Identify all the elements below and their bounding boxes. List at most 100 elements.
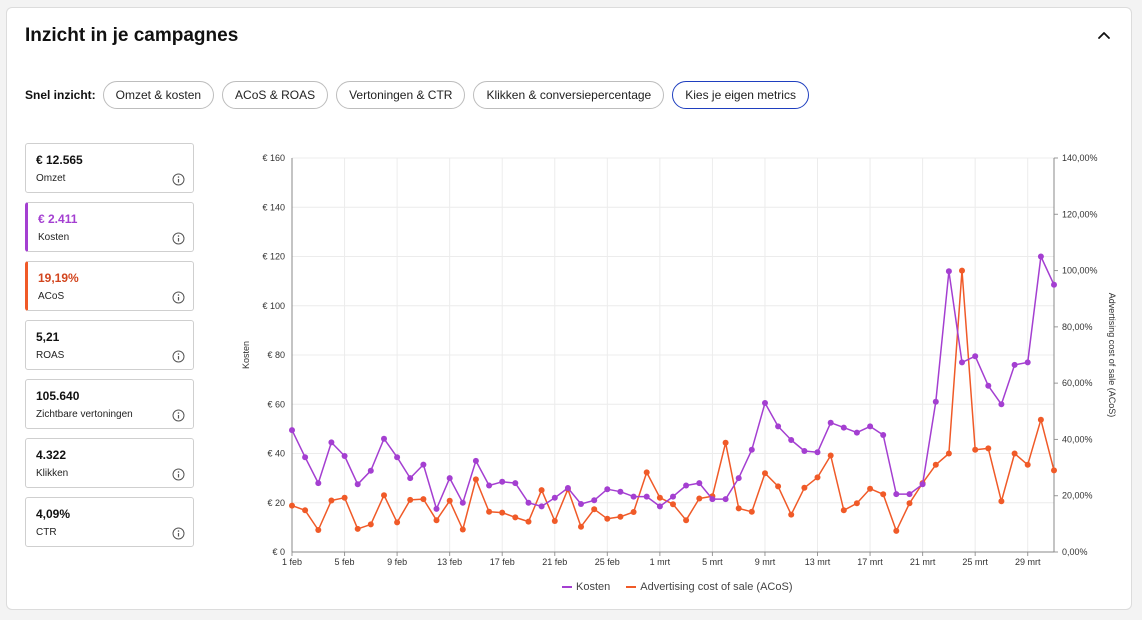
data-point-kosten bbox=[591, 497, 598, 504]
x-tick-label: 17 mrt bbox=[857, 557, 883, 567]
data-point-acos bbox=[696, 495, 703, 502]
data-point-kosten bbox=[525, 499, 532, 506]
data-point-kosten bbox=[394, 454, 401, 461]
data-point-kosten bbox=[735, 475, 742, 482]
metric-label: Klikken bbox=[36, 468, 69, 479]
data-point-acos bbox=[472, 476, 479, 483]
y-tick-label-left: € 0 bbox=[272, 547, 285, 557]
data-point-acos bbox=[893, 527, 900, 534]
metric-vertoningen[interactable]: 105.640 Zichtbare vertoningen bbox=[25, 379, 194, 429]
series-line-acos bbox=[291, 269, 1055, 532]
data-point-kosten bbox=[696, 480, 703, 487]
data-point-kosten bbox=[617, 488, 624, 495]
x-tick-label: 1 feb bbox=[282, 557, 302, 567]
data-point-kosten bbox=[459, 499, 466, 506]
data-point-acos bbox=[1037, 416, 1044, 423]
cost-acos-chart: € 0 € 20 € 40 € 60 € 80 € 100 € 120 € 140 € 160 0… bbox=[241, 153, 1117, 567]
data-point-acos bbox=[945, 450, 952, 457]
data-point-kosten bbox=[906, 491, 913, 498]
data-point-kosten bbox=[486, 482, 493, 489]
data-point-acos bbox=[762, 470, 768, 477]
data-point-kosten bbox=[827, 419, 834, 426]
data-point-acos bbox=[302, 507, 309, 514]
data-point-acos bbox=[538, 487, 545, 494]
data-point-kosten bbox=[945, 268, 952, 275]
y-tick-label-left: € 140 bbox=[262, 202, 285, 212]
x-tick-label: 21 feb bbox=[542, 557, 567, 567]
data-point-kosten bbox=[341, 453, 348, 459]
data-point-kosten bbox=[762, 400, 768, 406]
info-icon[interactable] bbox=[172, 173, 185, 186]
y-tick-label-left: € 20 bbox=[267, 498, 285, 508]
collapse-button[interactable] bbox=[1093, 25, 1115, 47]
data-point-kosten bbox=[788, 437, 795, 443]
data-point-kosten bbox=[643, 493, 650, 500]
data-point-kosten bbox=[814, 449, 821, 456]
data-point-acos bbox=[722, 439, 729, 446]
data-point-acos bbox=[289, 502, 295, 509]
y-tick-label-left: € 80 bbox=[267, 350, 285, 360]
quick-vertoningen-ctr-button[interactable]: Vertoningen & CTR bbox=[336, 81, 466, 109]
data-point-kosten bbox=[932, 398, 939, 405]
quick-custom-metrics-button[interactable]: Kies je eigen metrics bbox=[672, 81, 809, 109]
metric-kosten[interactable]: € 2.411 Kosten bbox=[25, 202, 194, 252]
data-point-kosten bbox=[959, 359, 965, 366]
y-tick-label-left: € 120 bbox=[262, 252, 285, 262]
legend-item-kosten[interactable]: Kosten bbox=[562, 581, 610, 593]
info-icon[interactable] bbox=[172, 468, 185, 481]
data-point-kosten bbox=[604, 486, 611, 493]
data-point-acos bbox=[341, 494, 348, 501]
data-point-kosten bbox=[853, 429, 860, 436]
legend-label: Advertising cost of sale (ACoS) bbox=[640, 581, 793, 593]
data-point-kosten bbox=[472, 457, 479, 464]
data-point-acos bbox=[578, 523, 584, 530]
data-point-acos bbox=[459, 526, 466, 533]
metric-ctr[interactable]: 4,09% CTR bbox=[25, 497, 194, 547]
x-tick-label: 5 mrt bbox=[702, 557, 723, 567]
data-point-acos bbox=[394, 519, 401, 526]
info-icon[interactable] bbox=[172, 527, 185, 540]
info-icon[interactable] bbox=[172, 291, 185, 304]
metric-label: CTR bbox=[36, 527, 57, 538]
info-icon[interactable] bbox=[172, 350, 185, 363]
data-point-acos bbox=[880, 491, 887, 498]
x-tick-label: 13 mrt bbox=[805, 557, 831, 567]
data-point-acos bbox=[775, 483, 782, 490]
metric-label: ROAS bbox=[36, 350, 65, 361]
data-point-acos bbox=[932, 461, 939, 468]
data-point-acos bbox=[591, 506, 598, 513]
data-point-kosten bbox=[420, 461, 427, 468]
data-point-acos bbox=[1024, 461, 1031, 468]
metric-roas[interactable]: 5,21 ROAS bbox=[25, 320, 194, 370]
chart-legend: Kosten Advertising cost of sale (ACoS) bbox=[562, 581, 808, 593]
y-tick-label-right: 60,00% bbox=[1062, 378, 1093, 388]
quick-klikken-conversie-button[interactable]: Klikken & conversiepercentage bbox=[473, 81, 665, 109]
data-point-kosten bbox=[722, 496, 729, 503]
data-point-acos bbox=[906, 500, 913, 507]
quick-omzet-kosten-button[interactable]: Omzet & kosten bbox=[102, 81, 215, 109]
data-point-kosten bbox=[328, 439, 335, 446]
metric-omzet[interactable]: € 12.565 Omzet bbox=[25, 143, 194, 193]
x-tick-label: 17 feb bbox=[490, 557, 515, 567]
data-point-acos bbox=[985, 445, 992, 452]
data-point-kosten bbox=[564, 485, 571, 491]
data-point-acos bbox=[1011, 450, 1018, 457]
data-point-acos bbox=[407, 496, 414, 503]
metric-label: Zichtbare vertoningen bbox=[36, 409, 133, 420]
quick-acos-roas-button[interactable]: ACoS & ROAS bbox=[222, 81, 329, 109]
data-point-acos bbox=[683, 517, 690, 524]
y-tick-label-left: € 60 bbox=[267, 399, 285, 409]
data-point-acos bbox=[998, 498, 1005, 505]
metric-acos[interactable]: 19,19% ACoS bbox=[25, 261, 194, 311]
x-tick-label: 25 mrt bbox=[962, 557, 988, 567]
info-icon[interactable] bbox=[172, 409, 185, 422]
metric-value: 5,21 bbox=[36, 330, 60, 344]
y-tick-label-left: € 100 bbox=[262, 301, 285, 311]
data-point-acos bbox=[827, 452, 834, 459]
data-point-acos bbox=[670, 501, 676, 508]
legend-item-acos[interactable]: Advertising cost of sale (ACoS) bbox=[626, 581, 792, 593]
info-icon[interactable] bbox=[172, 232, 185, 245]
quick-insight-label: Snel inzicht: bbox=[25, 88, 96, 102]
data-point-kosten bbox=[972, 353, 979, 360]
metric-klikken[interactable]: 4.322 Klikken bbox=[25, 438, 194, 488]
